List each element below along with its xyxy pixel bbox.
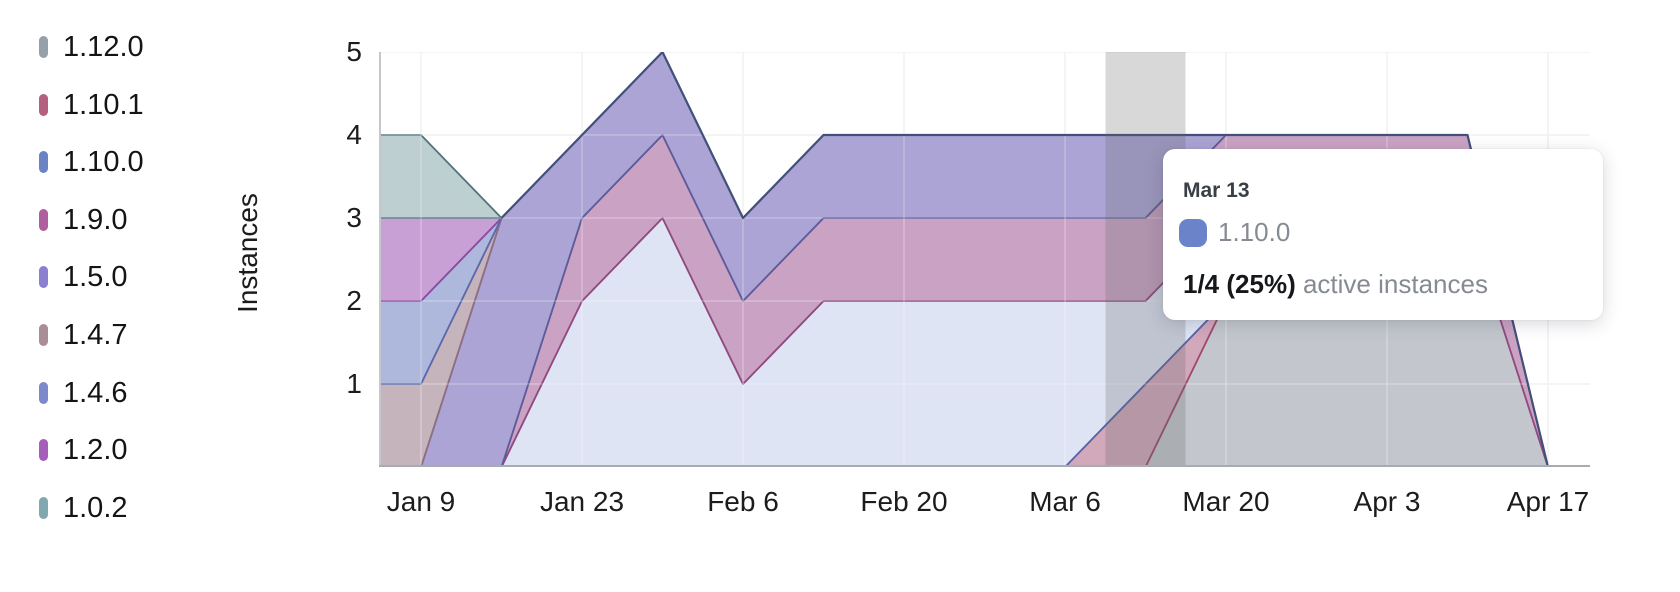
y-tick-label-1: 1 — [346, 368, 362, 399]
legend-label: 1.9.0 — [63, 203, 128, 236]
legend-item-1.9.0[interactable]: 1.9.0 — [39, 205, 128, 235]
stack-total-outline — [500, 52, 1550, 467]
y-tick-label-4: 4 — [346, 119, 362, 150]
y-tick-label-2: 2 — [346, 285, 362, 316]
y-tick-label-5: 5 — [346, 36, 362, 67]
x-tick-label-Jan-9: Jan 9 — [386, 486, 456, 517]
x-tick-label-Mar-6: Mar 6 — [1029, 486, 1101, 517]
legend-swatch-icon — [39, 324, 48, 346]
chart-legend: 1.12.0 1.10.1 1.10.0 1.9.0 1.5.0 1.4.7 1.4.6 1.… — [0, 0, 300, 592]
tooltip-date: Mar 13 — [1183, 179, 1250, 202]
legend-label: 1.12.0 — [63, 31, 144, 63]
y-tick-label-3: 3 — [346, 202, 362, 233]
legend-label: 1.5.0 — [63, 261, 128, 294]
y-axis-title: Instances — [232, 193, 263, 313]
x-tick-label-Feb-6: Feb 6 — [707, 486, 779, 517]
tooltip-value: 1/4 (25%) — [1183, 269, 1296, 299]
area-1.0.2[interactable] — [379, 134, 503, 219]
legend-label: 1.10.1 — [63, 88, 144, 121]
tooltip-value-row: 1/4 (25%) active instances — [1183, 269, 1488, 300]
x-tick-label-Apr-17: Apr 17 — [1506, 486, 1590, 517]
tooltip-series-row: 1.10.0 — [1179, 217, 1290, 248]
legend-item-1.10.1[interactable]: 1.10.1 — [39, 90, 144, 120]
x-tick-label-Mar-20: Mar 20 — [1182, 486, 1270, 517]
x-axis-baseline — [379, 465, 1590, 467]
tooltip-series-swatch-icon — [1179, 218, 1207, 247]
legend-label: 1.10.0 — [63, 146, 144, 179]
x-tick-label-Jan-23: Jan 23 — [539, 486, 625, 517]
legend-label: 1.0.2 — [63, 491, 128, 524]
legend-swatch-icon — [39, 208, 48, 231]
tooltip-series-label: 1.10.0 — [1218, 217, 1291, 247]
legend-item-1.4.6[interactable]: 1.4.6 — [39, 378, 128, 408]
legend-swatch-icon — [39, 496, 48, 519]
legend-label: 1.2.0 — [63, 434, 128, 467]
legend-swatch-icon — [39, 151, 48, 174]
legend-swatch-icon — [39, 266, 48, 289]
legend-label: 1.4.6 — [63, 376, 128, 409]
legend-item-1.5.0[interactable]: 1.5.0 — [39, 262, 128, 292]
legend-item-1.10.0[interactable]: 1.10.0 — [39, 147, 144, 177]
legend-swatch-icon — [39, 93, 48, 116]
legend-item-1.0.2[interactable]: 1.0.2 — [39, 493, 128, 523]
legend-item-1.12.0[interactable]: 1.12.0 — [39, 32, 144, 62]
legend-swatch-icon — [39, 36, 48, 58]
x-tick-label-Feb-20: Feb 20 — [860, 486, 948, 517]
legend-swatch-icon — [39, 439, 48, 462]
x-tick-label-Apr-3: Apr 3 — [1353, 486, 1421, 517]
legend-item-1.2.0[interactable]: 1.2.0 — [39, 435, 128, 465]
tooltip-value-suffix: active instances — [1302, 269, 1488, 299]
legend-swatch-icon — [39, 381, 48, 404]
legend-item-1.4.7[interactable]: 1.4.7 — [39, 320, 128, 350]
legend-label: 1.4.7 — [63, 319, 128, 351]
chart-tooltip: Mar 13 1.10.0 1/4 (25%) active instances — [1163, 149, 1603, 320]
